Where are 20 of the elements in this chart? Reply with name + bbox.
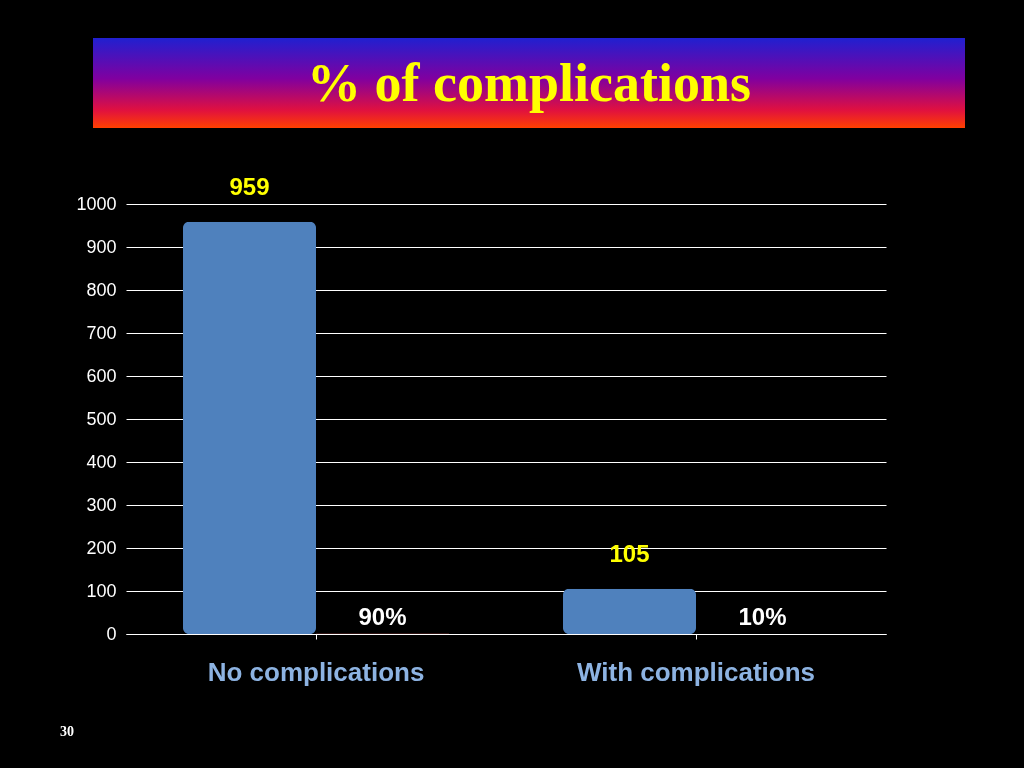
x-tick-label: With complications	[576, 656, 816, 687]
bar	[183, 221, 316, 634]
y-tick-label: 500	[86, 408, 117, 429]
data-label: 959	[229, 172, 270, 200]
y-tick-label: 0	[106, 623, 117, 644]
text: 30	[60, 724, 74, 740]
y-tick-label: 800	[86, 279, 117, 300]
data-label: 10%	[738, 602, 787, 630]
chart-title: % of complications	[307, 52, 751, 114]
bar	[563, 588, 696, 634]
y-tick-label: 600	[86, 365, 117, 386]
y-tick-label: 1000	[76, 193, 117, 214]
data-label: 90%	[358, 602, 407, 630]
y-tick-label: 200	[86, 537, 117, 558]
y-tick-label: 100	[86, 580, 117, 601]
y-tick-label: 300	[86, 494, 117, 515]
x-tick-label: No complications	[207, 656, 425, 687]
y-tick-label: 700	[86, 322, 117, 343]
y-tick-label: 400	[86, 451, 117, 472]
y-tick-label: 900	[86, 236, 117, 257]
